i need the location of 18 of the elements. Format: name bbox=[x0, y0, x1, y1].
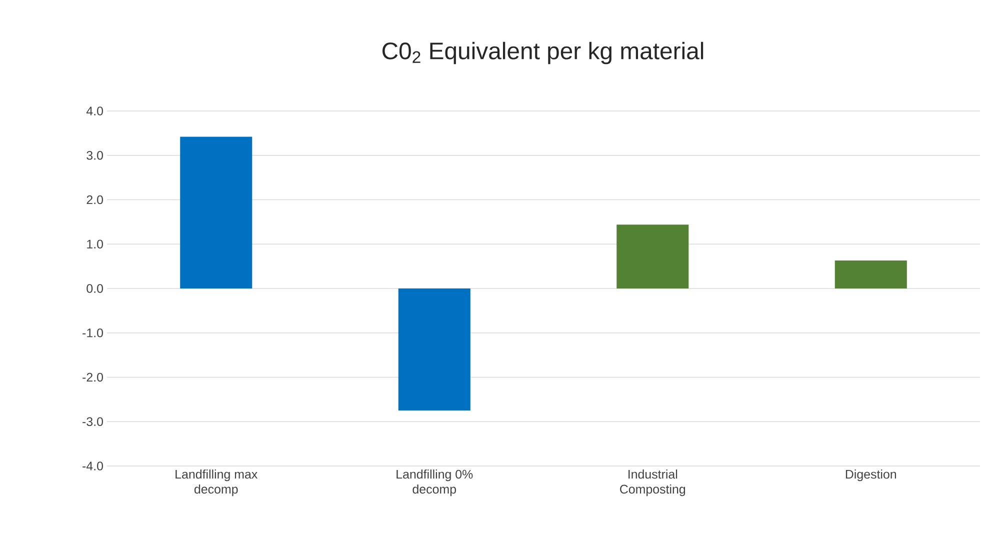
y-tick-label: 0.0 bbox=[86, 284, 103, 293]
chart-title: C0$_{2}$ Equivalent per kg material bbox=[382, 42, 704, 64]
x-tick-label: Landfilling 0% decomp bbox=[396, 470, 473, 496]
x-tick-label: Industrial Composting bbox=[620, 470, 686, 496]
y-tick-label: -3.0 bbox=[82, 417, 103, 426]
bar bbox=[616, 224, 689, 288]
x-tick-label: Digestion bbox=[846, 470, 896, 482]
y-tick-label: -2.0 bbox=[82, 372, 103, 382]
bar bbox=[834, 260, 907, 288]
x-tick-label: Landfilling max decomp bbox=[176, 470, 258, 496]
y-tick-label: -1.0 bbox=[82, 328, 103, 338]
y-tick-label: 1.0 bbox=[87, 240, 103, 249]
y-tick-label: 2.0 bbox=[86, 195, 103, 204]
y-tick-label: 4.0 bbox=[86, 106, 103, 116]
bar bbox=[398, 288, 470, 411]
y-tick-label: 3.0 bbox=[86, 150, 103, 160]
bar bbox=[180, 136, 252, 288]
y-tick-label: -4.0 bbox=[82, 462, 103, 470]
